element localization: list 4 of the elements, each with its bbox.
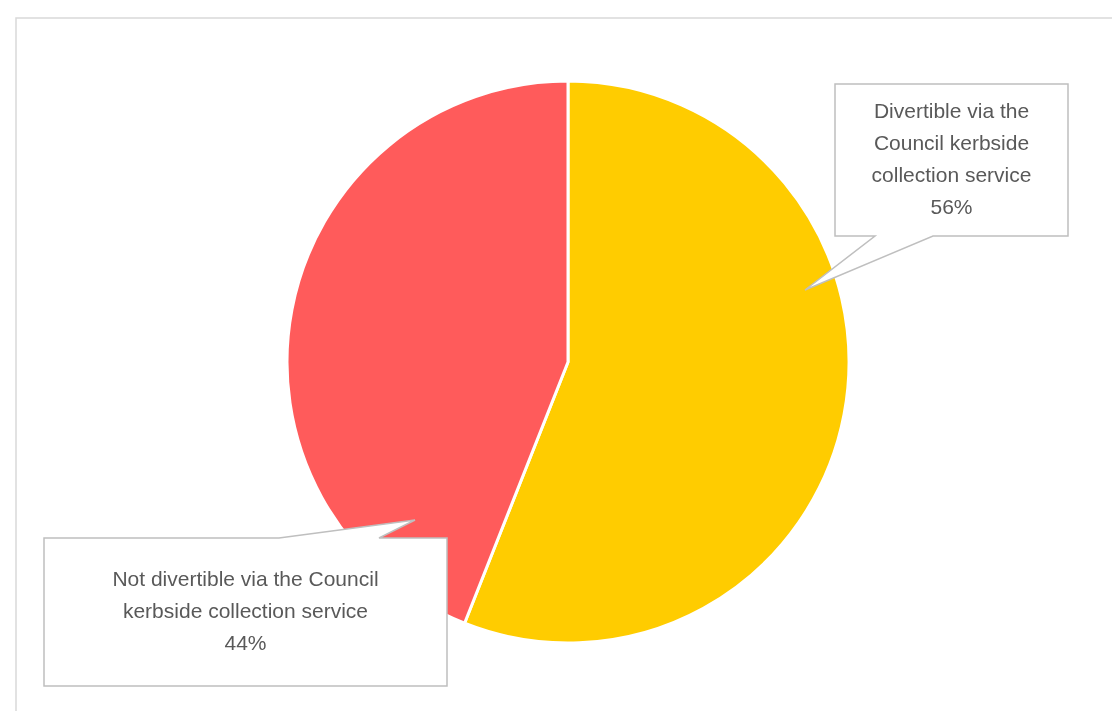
- data-label: 56%: [930, 194, 973, 218]
- slice-label: Divertible via the Council kerbside collection service: [871, 98, 1032, 186]
- slice-label: Not divertible via the Council kerbside collection service: [112, 566, 379, 622]
- data-label: 44%: [224, 630, 267, 654]
